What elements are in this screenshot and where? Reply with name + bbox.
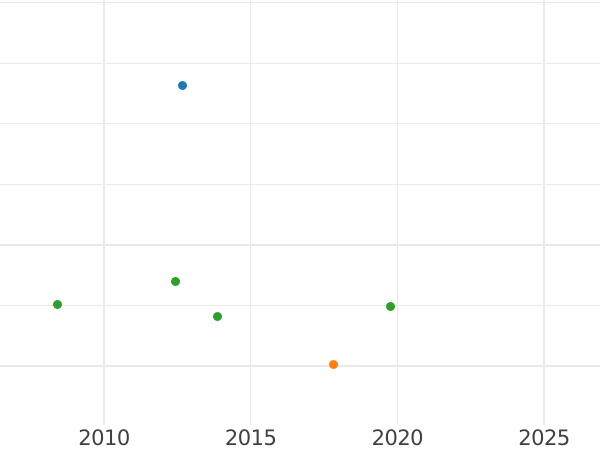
x-tick-label: 2015 [224, 426, 277, 450]
horizontal-gridline [0, 304, 600, 307]
data-point-blue [178, 81, 188, 91]
horizontal-gridline [0, 365, 600, 367]
horizontal-gridline [0, 2, 600, 4]
vertical-gridline [249, 0, 252, 425]
data-point-green [385, 302, 395, 312]
horizontal-gridline [0, 62, 600, 64]
data-point-green [53, 300, 63, 310]
data-point-green [213, 312, 223, 322]
x-tick-label: 2025 [518, 426, 570, 450]
data-point-orange [328, 359, 338, 369]
vertical-gridline [103, 0, 105, 425]
vertical-gridline [543, 0, 545, 425]
horizontal-gridline [0, 183, 600, 186]
vertical-gridline [396, 0, 399, 425]
horizontal-gridline [0, 123, 600, 125]
x-tick-label: 2020 [371, 426, 424, 450]
data-point-green [171, 277, 181, 287]
horizontal-gridline [0, 244, 600, 246]
x-tick-label: 2010 [78, 426, 130, 450]
